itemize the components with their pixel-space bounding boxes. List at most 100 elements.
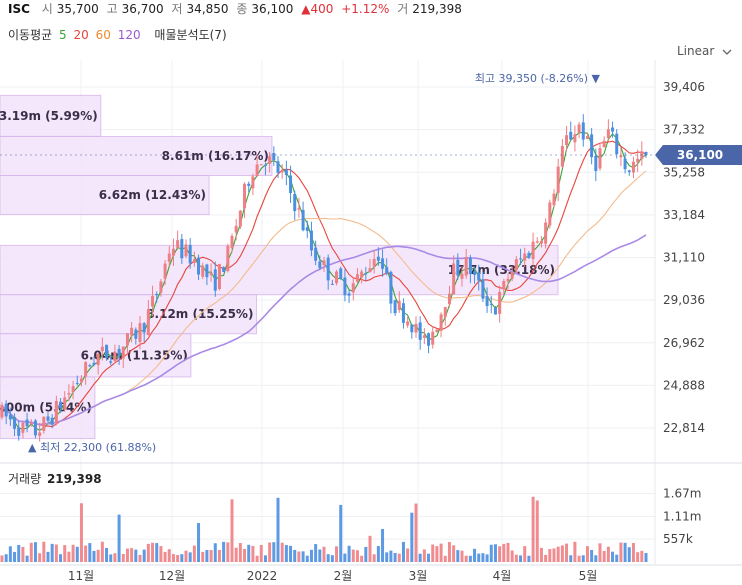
volume-bar (510, 550, 514, 562)
volume-bar (418, 553, 422, 562)
volume-bar (50, 543, 54, 562)
candle-body (50, 417, 54, 425)
x-tick-label: 4월 (493, 569, 512, 583)
open-value: 35,700 (56, 2, 99, 16)
candle-body (322, 260, 326, 266)
volume-bar (368, 535, 372, 562)
ma-60[interactable]: 60 (95, 28, 111, 42)
volume-bar (33, 542, 37, 562)
ma-label[interactable]: 이동평균 (8, 28, 53, 42)
volume-bar (606, 546, 610, 562)
volume-bar (322, 546, 326, 562)
candle-body (96, 353, 100, 366)
volume-profile: 3.19m (5.99%) 8.61m (16.17%) 6.62m (12.43%… (0, 94, 559, 440)
candle-body (176, 240, 180, 248)
candle-body (631, 161, 635, 173)
volume-bar (527, 555, 531, 562)
volume-bar (577, 555, 581, 562)
volume-bar (151, 542, 155, 562)
candle-body (92, 362, 96, 365)
candle-body (468, 257, 472, 275)
volume-bar (389, 550, 393, 562)
volume-bar (644, 553, 648, 562)
candle-body (381, 258, 385, 269)
volume-bar (230, 499, 234, 562)
candle-body (422, 335, 426, 338)
volume-bar (539, 547, 543, 562)
volume-bar (105, 547, 109, 562)
volume-bar (347, 545, 351, 562)
volume-bar (602, 550, 606, 562)
x-tick-label: 2월 (334, 569, 353, 583)
candle-body (544, 222, 548, 244)
volume-tick-label: 557k (663, 532, 693, 546)
ma-120[interactable]: 120 (117, 28, 141, 42)
indicator-row: 이동평균 5 20 60 120 매물분석도(7) (8, 27, 230, 43)
volume-bar (188, 552, 192, 562)
candle-body (623, 158, 627, 170)
volume-bar (594, 555, 598, 562)
volume-bar (636, 552, 640, 562)
candle-body (456, 259, 460, 276)
volume-bar (209, 550, 213, 562)
annotations: 최고 39,350 (-8.26%) ▼ ▲ 최저 22,300 (61.88%)… (0, 72, 742, 454)
candle-body (602, 140, 606, 148)
y-tick-label: 22,814 (663, 421, 705, 435)
candle-body (192, 259, 196, 263)
candle-body (159, 281, 163, 293)
candle-body (577, 124, 581, 133)
candle-body (569, 131, 573, 140)
candle-body (343, 277, 347, 296)
candle-body (510, 271, 514, 279)
candle-body (33, 420, 37, 436)
scale-mode-button[interactable]: Linear (677, 44, 732, 58)
volume-bar (21, 546, 25, 562)
candle-body (552, 193, 556, 206)
x-tick-label: 2022 (247, 569, 278, 583)
ma-20[interactable]: 20 (73, 28, 89, 42)
candle-body (138, 323, 142, 343)
candle-body (109, 361, 113, 363)
volume-bar (364, 546, 368, 562)
volume-bar (284, 545, 288, 562)
candle-body (506, 278, 510, 282)
candle-body (284, 169, 288, 176)
candle-body (21, 422, 25, 433)
candle-body (489, 303, 493, 305)
candle-body (548, 202, 552, 226)
volume-bar (318, 549, 322, 562)
volume-bar (176, 555, 180, 562)
volume-bar (130, 548, 134, 562)
candle-body (217, 264, 221, 290)
candle-body (585, 136, 589, 139)
close-value: 36,100 (251, 2, 294, 16)
ma-5[interactable]: 5 (59, 28, 67, 42)
volume-bar (297, 551, 301, 562)
candle-body (443, 306, 447, 318)
candle-body (627, 170, 631, 173)
volume-bar (38, 553, 42, 562)
volume-tick-label: 1.11m (663, 509, 701, 523)
candlesticks (0, 114, 648, 442)
candle-body (615, 133, 619, 155)
volume-bar (280, 542, 284, 562)
volume-bar (326, 554, 330, 562)
candle-body (565, 135, 569, 146)
y-tick-label: 31,110 (663, 251, 705, 265)
y-tick-label: 26,962 (663, 336, 705, 350)
high-annotation: 최고 39,350 (-8.26%) ▼ (475, 72, 601, 85)
candle-body (63, 397, 67, 410)
candle-body (105, 344, 109, 359)
volume-bar (489, 544, 493, 562)
volume-bar (171, 554, 175, 562)
candle-body (259, 164, 263, 166)
volume-profile-toggle[interactable]: 매물분석도(7) (154, 28, 227, 42)
volume-bar (573, 541, 577, 562)
volume-bar (460, 550, 464, 562)
volume-bar (4, 554, 8, 562)
volume-bar (473, 548, 477, 562)
volume-bar (92, 550, 96, 562)
candle-body (364, 273, 368, 275)
volume-bar (422, 549, 426, 562)
